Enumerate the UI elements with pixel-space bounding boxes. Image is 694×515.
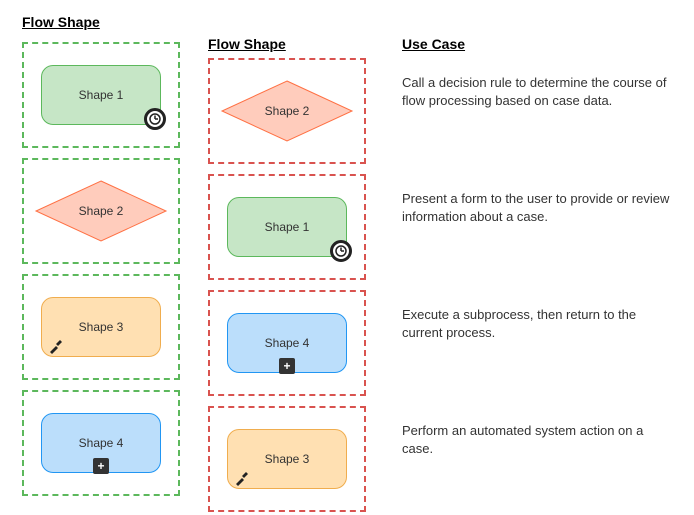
usecase-1: Call a decision rule to determine the co…	[402, 74, 672, 109]
usecase-4: Perform an automated system action on a …	[402, 422, 672, 457]
middle-box-4: Shape 3	[208, 406, 366, 512]
middle-box-3: Shape 4 +	[208, 290, 366, 396]
header-col2: Flow Shape	[208, 36, 286, 52]
shape-subprocess: Shape 4 +	[227, 313, 347, 373]
shape-label: Shape 2	[79, 204, 124, 218]
left-box-1: Shape 1	[22, 42, 180, 148]
left-box-3: Shape 3	[22, 274, 180, 380]
shape-utility: Shape 3	[41, 297, 161, 357]
shape-label: Shape 3	[79, 320, 124, 334]
shape-utility: Shape 3	[227, 429, 347, 489]
usecase-2: Present a form to the user to provide or…	[402, 190, 672, 225]
plus-icon: +	[93, 458, 109, 474]
shape-label: Shape 1	[79, 88, 124, 102]
header-col1: Flow Shape	[22, 14, 100, 30]
hammer-icon	[234, 470, 250, 486]
header-col3: Use Case	[402, 36, 465, 52]
middle-box-2: Shape 1	[208, 174, 366, 280]
shape-subprocess: Shape 4 +	[41, 413, 161, 473]
clock-icon	[330, 240, 352, 262]
shape-label: Shape 2	[265, 104, 310, 118]
shape-decision: Shape 2	[36, 181, 166, 241]
middle-box-1: Shape 2	[208, 58, 366, 164]
hammer-icon	[48, 338, 64, 354]
shape-assignment: Shape 1	[41, 65, 161, 125]
left-box-2: Shape 2	[22, 158, 180, 264]
shape-assignment: Shape 1	[227, 197, 347, 257]
plus-icon: +	[279, 358, 295, 374]
shape-label: Shape 4	[265, 336, 310, 350]
shape-decision: Shape 2	[222, 81, 352, 141]
left-box-4: Shape 4 +	[22, 390, 180, 496]
shape-label: Shape 1	[265, 220, 310, 234]
shape-label: Shape 3	[265, 452, 310, 466]
clock-icon	[144, 108, 166, 130]
shape-label: Shape 4	[79, 436, 124, 450]
usecase-3: Execute a subprocess, then return to the…	[402, 306, 672, 341]
